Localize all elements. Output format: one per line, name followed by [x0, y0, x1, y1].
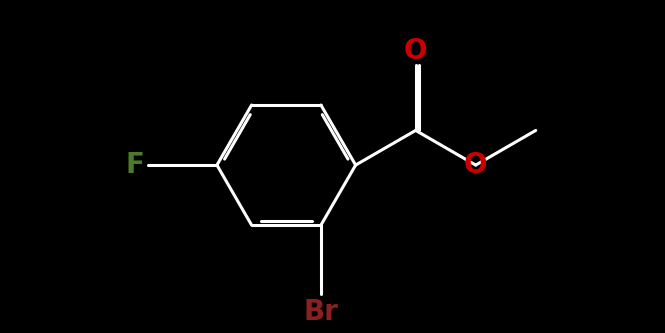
- Text: O: O: [464, 151, 487, 179]
- Text: Br: Br: [303, 298, 338, 326]
- Text: F: F: [126, 151, 144, 179]
- Text: O: O: [404, 37, 428, 65]
